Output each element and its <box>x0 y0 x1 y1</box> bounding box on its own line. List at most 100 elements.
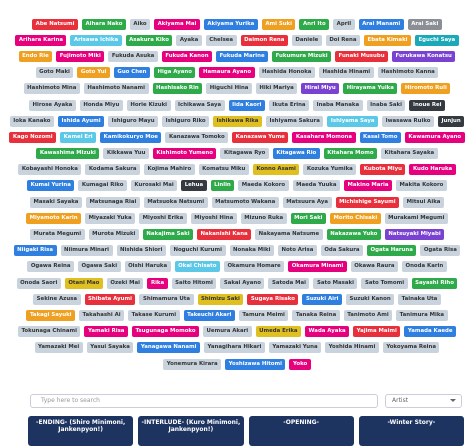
tag[interactable]: Morito Chisaki <box>330 212 381 224</box>
tag[interactable]: Fukuda Marine <box>216 50 269 62</box>
tag[interactable]: Kanazawa Tomoko <box>165 131 229 143</box>
tag[interactable]: Inaba Manaka <box>313 99 363 111</box>
tag[interactable]: Mizuno Ruka <box>240 212 287 224</box>
tag[interactable]: Kago Nozomi <box>9 131 57 143</box>
tag[interactable]: Kitahara Momo <box>323 148 378 160</box>
tag[interactable]: Miyoshi Erika <box>139 212 187 224</box>
tag[interactable]: Murakami Megumi <box>384 212 448 224</box>
tag[interactable]: Miyazaki Yuka <box>85 212 136 224</box>
card[interactable]: -Winter Story- <box>358 416 464 446</box>
tag[interactable]: Uemura Akari <box>203 326 252 338</box>
tag[interactable]: Okai Chisato <box>174 261 220 273</box>
tag[interactable]: Oishi Haruka <box>124 261 171 273</box>
tag[interactable]: Kamikokuryo Moe <box>100 131 162 143</box>
tag[interactable]: Fujimoto Miki <box>56 50 105 62</box>
tag[interactable]: Hashida Hinami <box>318 67 374 79</box>
tag[interactable]: Hirayama Yuika <box>343 83 398 95</box>
tag[interactable]: Nakajima Saki <box>142 229 194 241</box>
tag[interactable]: Natsuyaki Miyabi <box>384 229 445 241</box>
tag[interactable]: Ichikawa Saya <box>174 99 225 111</box>
tag[interactable]: Ishiyama Sakura <box>265 115 324 127</box>
tag[interactable]: Kudo Haruka <box>409 164 456 176</box>
tag[interactable]: Eguchi Saya <box>415 34 459 46</box>
tag[interactable]: Yoko <box>289 358 311 370</box>
tag[interactable]: Matsumoto Wakana <box>211 196 279 208</box>
tag[interactable]: Suzuki Airi <box>302 293 342 305</box>
tag[interactable]: Nonaka Miki <box>229 245 274 257</box>
tag[interactable]: Ishikawa Rika <box>213 115 262 127</box>
tag[interactable]: Ishiyama Saya <box>327 115 379 127</box>
tag[interactable]: Onoda Karin <box>402 261 447 273</box>
tag[interactable]: Yokoyama Reina <box>382 342 440 354</box>
tag[interactable]: Kamei Eri <box>60 131 97 143</box>
tag[interactable]: Iwasawa Ruiko <box>382 115 435 127</box>
tag[interactable]: Yonemura Kirara <box>163 358 222 370</box>
tag[interactable]: Ami Suki <box>261 18 296 30</box>
tag[interactable]: Okamura Homare <box>223 261 285 273</box>
tag[interactable]: Komatsu Miku <box>198 164 249 176</box>
tag[interactable]: Ikuta Erina <box>268 99 310 111</box>
tag[interactable]: Daimon Rena <box>240 34 288 46</box>
tag[interactable]: Maeda Yuuka <box>292 180 341 192</box>
tag[interactable]: Daniele <box>291 34 322 46</box>
tag[interactable]: Higa Ayano <box>154 67 196 79</box>
tag[interactable]: Arai Saki <box>407 18 442 30</box>
tag[interactable]: Oda Sakura <box>320 245 364 257</box>
tag[interactable]: Arai Manami <box>358 18 404 30</box>
tag[interactable]: Kawashima Mizuki <box>36 148 100 160</box>
tag[interactable]: Yamazaki Mei <box>34 342 83 354</box>
tag[interactable]: Matsuoka Natsumi <box>143 196 208 208</box>
tag[interactable]: Goto Maki <box>35 67 74 79</box>
tag[interactable]: Satoda Mai <box>268 277 310 289</box>
tag[interactable]: Linlin <box>210 180 235 192</box>
tag[interactable]: Yamazaki Yuna <box>268 342 322 354</box>
tag[interactable]: Otani Mao <box>64 277 103 289</box>
tag[interactable]: Ebata Kimaki <box>364 34 411 46</box>
tag[interactable]: April <box>333 18 355 30</box>
tag[interactable]: Funaki Musubu <box>335 50 389 62</box>
tag[interactable]: Maeda Kokoro <box>238 180 289 192</box>
tag[interactable]: Hamaura Ayano <box>199 67 255 79</box>
tag[interactable]: Tanimoto Ami <box>343 309 393 321</box>
tag[interactable]: Sakai Ayano <box>220 277 265 289</box>
tag[interactable]: Ioka Kanako <box>9 115 54 127</box>
tag[interactable]: Fukuda Asuka <box>108 50 158 62</box>
tag[interactable]: Kumagai Riko <box>78 180 127 192</box>
tag[interactable]: Makita Kokoro <box>396 180 447 192</box>
tag[interactable]: Inoue Rei <box>409 99 446 111</box>
tag[interactable]: Inaba Saki <box>366 99 406 111</box>
tag[interactable]: Ogata Risa <box>420 245 461 257</box>
card[interactable]: -INTERLUDE- (Kuro Minimoni, Jankenpyon!) <box>138 416 244 446</box>
tag[interactable]: Tanimura Mika <box>396 309 448 321</box>
tag[interactable]: Honda Miyu <box>79 99 123 111</box>
card[interactable]: -OPENING- <box>248 416 354 446</box>
tag[interactable]: Hirose Ayaka <box>28 99 76 111</box>
tag[interactable]: Lehua <box>181 180 207 192</box>
tag[interactable]: Yoshizawa Hitomi <box>225 358 286 370</box>
tag[interactable]: Kawamura Ayano <box>404 131 465 143</box>
tag[interactable]: Saito Hitomi <box>171 277 217 289</box>
tag[interactable]: Michishige Sayumi <box>335 196 400 208</box>
tag[interactable]: Kozuka Yumika <box>303 164 357 176</box>
tag[interactable]: Abe Natsumi <box>32 18 78 30</box>
tag[interactable]: Shimizu Saki <box>197 293 244 305</box>
tag[interactable]: Yasui Sayaka <box>86 342 134 354</box>
tag[interactable]: Sato Masaki <box>313 277 358 289</box>
tag[interactable]: Onoda Saori <box>16 277 61 289</box>
tag[interactable]: Matsuura Aya <box>282 196 332 208</box>
tag[interactable]: Tainaka Uta <box>398 293 441 305</box>
tag[interactable]: Tamura Meimi <box>238 309 289 321</box>
tag[interactable]: Takase Kurumi <box>128 309 180 321</box>
tag[interactable]: Murota Mizuki <box>88 229 139 241</box>
tag[interactable]: Nakayama Natsume <box>255 229 323 241</box>
tag[interactable]: Ayaka <box>176 34 202 46</box>
tag[interactable]: Guo Chen <box>113 67 151 79</box>
tag[interactable]: Endo Rie <box>18 50 53 62</box>
tag[interactable]: Makino Maria <box>344 180 393 192</box>
tag[interactable]: Yamada Kaede <box>404 326 457 338</box>
tag[interactable]: Matsunaga Riai <box>85 196 140 208</box>
tag[interactable]: Masaki Sayaka <box>30 196 82 208</box>
tag[interactable]: Umeda Erika <box>255 326 302 338</box>
tag[interactable]: Nishida Shiori <box>116 245 166 257</box>
tag[interactable]: Arisawa Ichika <box>70 34 122 46</box>
